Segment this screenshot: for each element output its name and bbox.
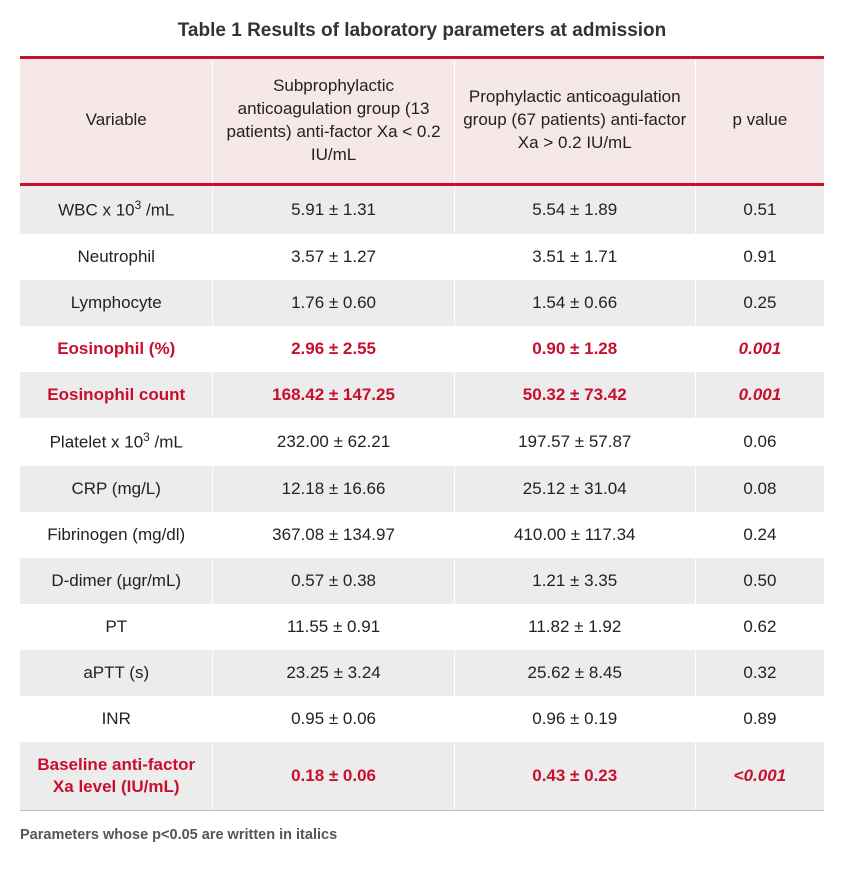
table-row: Lymphocyte1.76 ± 0.601.54 ± 0.660.25 — [20, 280, 824, 326]
cell-group2: 3.51 ± 1.71 — [454, 234, 695, 280]
cell-group1: 168.42 ± 147.25 — [213, 372, 454, 418]
cell-pvalue: 0.50 — [695, 558, 824, 604]
col-header-group1: Subprophylactic anticoagulation group (1… — [213, 58, 454, 185]
cell-group2: 5.54 ± 1.89 — [454, 184, 695, 233]
cell-group1: 367.08 ± 134.97 — [213, 512, 454, 558]
cell-group1: 0.57 ± 0.38 — [213, 558, 454, 604]
table-row: D-dimer (µgr/mL)0.57 ± 0.381.21 ± 3.350.… — [20, 558, 824, 604]
table-row: Baseline anti-factor Xa level (IU/mL)0.1… — [20, 742, 824, 811]
table-row: aPTT (s)23.25 ± 3.2425.62 ± 8.450.32 — [20, 650, 824, 696]
cell-variable: INR — [20, 696, 213, 742]
cell-variable: CRP (mg/L) — [20, 466, 213, 512]
cell-group1: 2.96 ± 2.55 — [213, 326, 454, 372]
cell-variable: PT — [20, 604, 213, 650]
table-header-row: Variable Subprophylactic anticoagulation… — [20, 58, 824, 185]
cell-group2: 0.43 ± 0.23 — [454, 742, 695, 811]
cell-variable: Eosinophil (%) — [20, 326, 213, 372]
cell-variable: Eosinophil count — [20, 372, 213, 418]
cell-group2: 11.82 ± 1.92 — [454, 604, 695, 650]
cell-group2: 1.21 ± 3.35 — [454, 558, 695, 604]
cell-pvalue: 0.24 — [695, 512, 824, 558]
cell-group1: 11.55 ± 0.91 — [213, 604, 454, 650]
table-row: WBC x 103 /mL5.91 ± 1.315.54 ± 1.890.51 — [20, 184, 824, 233]
table-row: CRP (mg/L)12.18 ± 16.6625.12 ± 31.040.08 — [20, 466, 824, 512]
table-row: PT11.55 ± 0.9111.82 ± 1.920.62 — [20, 604, 824, 650]
cell-variable: Baseline anti-factor Xa level (IU/mL) — [20, 742, 213, 811]
cell-variable: WBC x 103 /mL — [20, 184, 213, 233]
cell-group1: 23.25 ± 3.24 — [213, 650, 454, 696]
cell-variable: Lymphocyte — [20, 280, 213, 326]
table-caption: Table 1 Results of laboratory parameters… — [20, 20, 824, 42]
cell-group1: 5.91 ± 1.31 — [213, 184, 454, 233]
cell-pvalue: 0.001 — [695, 326, 824, 372]
cell-pvalue: 0.001 — [695, 372, 824, 418]
table-row: Eosinophil count168.42 ± 147.2550.32 ± 7… — [20, 372, 824, 418]
cell-pvalue: 0.32 — [695, 650, 824, 696]
cell-variable: Platelet x 103 /mL — [20, 418, 213, 466]
cell-pvalue: 0.25 — [695, 280, 824, 326]
cell-group1: 0.95 ± 0.06 — [213, 696, 454, 742]
cell-pvalue: <0.001 — [695, 742, 824, 811]
col-header-group2: Prophylactic anticoagulation group (67 p… — [454, 58, 695, 185]
col-header-variable: Variable — [20, 58, 213, 185]
cell-group2: 0.96 ± 0.19 — [454, 696, 695, 742]
cell-variable: D-dimer (µgr/mL) — [20, 558, 213, 604]
table-row: Fibrinogen (mg/dl)367.08 ± 134.97410.00 … — [20, 512, 824, 558]
col-header-pvalue: p value — [695, 58, 824, 185]
table-row: Platelet x 103 /mL232.00 ± 62.21197.57 ±… — [20, 418, 824, 466]
cell-group1: 1.76 ± 0.60 — [213, 280, 454, 326]
cell-pvalue: 0.62 — [695, 604, 824, 650]
cell-group2: 50.32 ± 73.42 — [454, 372, 695, 418]
table-row: INR0.95 ± 0.060.96 ± 0.190.89 — [20, 696, 824, 742]
cell-group1: 3.57 ± 1.27 — [213, 234, 454, 280]
cell-group2: 410.00 ± 117.34 — [454, 512, 695, 558]
cell-group2: 25.12 ± 31.04 — [454, 466, 695, 512]
cell-variable: Neutrophil — [20, 234, 213, 280]
lab-results-table: Variable Subprophylactic anticoagulation… — [20, 56, 824, 811]
cell-group2: 25.62 ± 8.45 — [454, 650, 695, 696]
cell-group2: 197.57 ± 57.87 — [454, 418, 695, 466]
cell-variable: Fibrinogen (mg/dl) — [20, 512, 213, 558]
cell-group1: 0.18 ± 0.06 — [213, 742, 454, 811]
table-row: Neutrophil3.57 ± 1.273.51 ± 1.710.91 — [20, 234, 824, 280]
table-footnote: Parameters whose p<0.05 are written in i… — [20, 827, 824, 843]
table-row: Eosinophil (%)2.96 ± 2.550.90 ± 1.280.00… — [20, 326, 824, 372]
cell-pvalue: 0.91 — [695, 234, 824, 280]
lab-results-table-wrap: Table 1 Results of laboratory parameters… — [20, 20, 824, 843]
cell-pvalue: 0.89 — [695, 696, 824, 742]
cell-group1: 12.18 ± 16.66 — [213, 466, 454, 512]
table-body: WBC x 103 /mL5.91 ± 1.315.54 ± 1.890.51N… — [20, 184, 824, 811]
cell-group2: 0.90 ± 1.28 — [454, 326, 695, 372]
cell-pvalue: 0.08 — [695, 466, 824, 512]
cell-group2: 1.54 ± 0.66 — [454, 280, 695, 326]
cell-variable: aPTT (s) — [20, 650, 213, 696]
cell-pvalue: 0.06 — [695, 418, 824, 466]
cell-group1: 232.00 ± 62.21 — [213, 418, 454, 466]
cell-pvalue: 0.51 — [695, 184, 824, 233]
